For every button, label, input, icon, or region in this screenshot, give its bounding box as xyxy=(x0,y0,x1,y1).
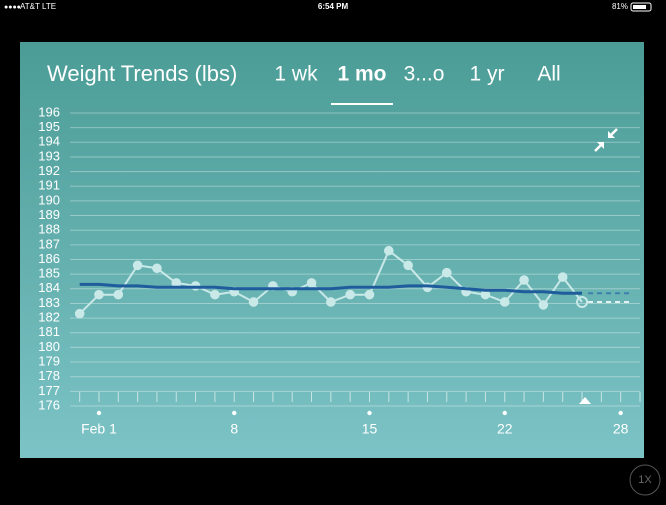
x-tick-dot xyxy=(367,410,372,416)
range-tab[interactable]: 1 wk xyxy=(274,63,318,86)
x-tick-label: Feb 1 xyxy=(81,421,117,437)
weight-point xyxy=(210,289,220,300)
x-tick-dot xyxy=(96,410,102,416)
chart-title: Weight Trends (lbs) xyxy=(47,61,237,86)
signal: ●●●● xyxy=(4,4,21,11)
collapse-button[interactable] xyxy=(594,128,618,152)
current-marker xyxy=(579,397,592,404)
y-tick-label: 192 xyxy=(38,163,60,178)
range-tab[interactable]: 3...o xyxy=(404,63,445,86)
weight-point xyxy=(248,297,259,307)
weight-point xyxy=(306,278,317,288)
y-tick-label: 182 xyxy=(38,310,60,325)
weight-point xyxy=(74,308,85,319)
x-tick-label: 22 xyxy=(497,421,513,437)
zoom-label: 1X xyxy=(638,474,652,486)
y-tick-label: 180 xyxy=(38,339,60,354)
battery-percent: 81% xyxy=(612,2,628,11)
weight-point xyxy=(441,267,452,278)
y-tick-label: 190 xyxy=(38,192,60,207)
weight-point xyxy=(364,289,375,300)
y-tick-label: 194 xyxy=(38,134,60,149)
weight-point xyxy=(171,278,182,288)
y-tick-label: 184 xyxy=(38,280,60,295)
weight-point xyxy=(345,289,355,300)
chart-panel xyxy=(20,42,644,458)
zoom-button[interactable] xyxy=(629,464,661,496)
weight-point xyxy=(519,275,529,285)
weight-point xyxy=(557,272,568,282)
network: LTE xyxy=(42,2,56,11)
clock: 6:54 PM xyxy=(318,2,349,11)
weight-point xyxy=(113,289,124,300)
range-tab[interactable]: 1 mo xyxy=(337,63,386,86)
y-tick-label: 185 xyxy=(38,266,60,281)
weight-point xyxy=(538,300,549,310)
weight-point xyxy=(384,245,394,256)
battery-icon xyxy=(630,2,652,12)
y-tick-label: 181 xyxy=(38,324,60,339)
weight-point xyxy=(326,297,336,307)
weight-point xyxy=(132,260,143,271)
plot: 1761771781791801811821831841851861871881… xyxy=(38,104,641,437)
y-tick-label: 178 xyxy=(38,368,60,383)
y-tick-label: 189 xyxy=(38,207,60,222)
y-tick-label: 186 xyxy=(38,251,60,266)
y-tick-label: 188 xyxy=(38,222,60,237)
y-tick-label: 176 xyxy=(38,397,60,412)
carrier: AT&T xyxy=(20,2,40,11)
tab-underline xyxy=(331,103,393,105)
weight-point xyxy=(499,297,510,307)
range-tab[interactable]: All xyxy=(537,63,560,86)
y-tick-label: 193 xyxy=(38,148,60,163)
x-tick-label: 8 xyxy=(230,421,238,437)
y-tick-label: 191 xyxy=(38,178,60,193)
weight-point xyxy=(152,263,162,274)
status-bar: ●●●● AT&T LTE 6:54 PM 81% xyxy=(4,2,652,12)
y-tick-label: 195 xyxy=(38,119,60,134)
y-tick-label: 179 xyxy=(38,353,60,368)
weight-point xyxy=(94,289,104,300)
x-tick-label: 28 xyxy=(613,421,629,437)
y-tick-label: 183 xyxy=(38,295,60,310)
weight-point xyxy=(576,295,589,308)
y-tick-label: 187 xyxy=(38,236,60,251)
x-tick-dot xyxy=(618,410,623,416)
range-tabs: 1 wk 1 mo 3...o 1 yr All xyxy=(274,63,561,105)
weight-point xyxy=(403,260,413,271)
x-tick-dot xyxy=(502,410,507,416)
battery-level xyxy=(633,5,646,9)
x-tick-label: 15 xyxy=(362,421,378,437)
trend-line xyxy=(79,282,582,295)
range-tab[interactable]: 1 yr xyxy=(469,63,504,86)
x-tick-dot xyxy=(232,410,237,416)
y-tick-label: 196 xyxy=(38,104,60,119)
y-tick-label: 177 xyxy=(38,383,60,398)
weight-point xyxy=(480,289,491,300)
